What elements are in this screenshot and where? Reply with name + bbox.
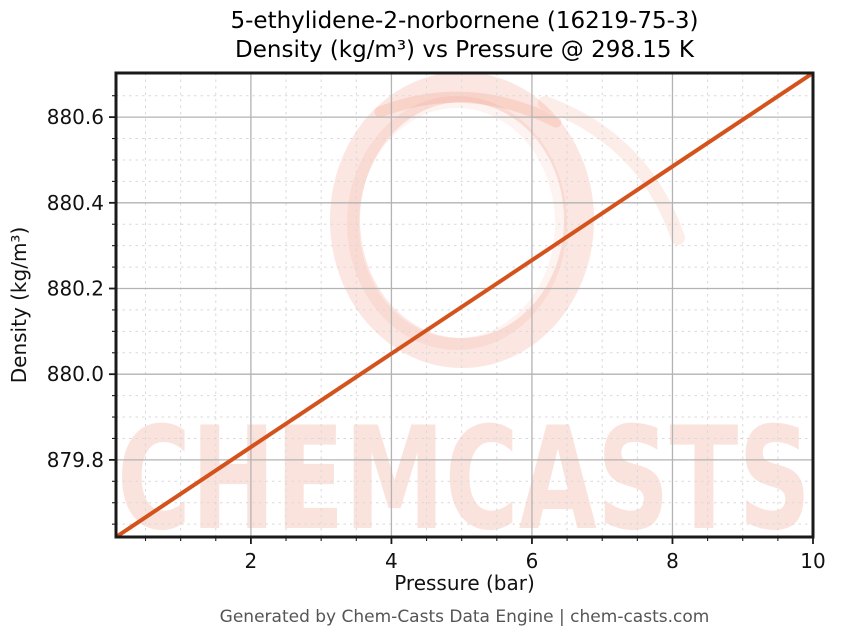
footer-attribution: Generated by Chem-Casts Data Engine | ch…: [219, 607, 710, 627]
axis-ticks: [109, 95, 814, 544]
y-tick-label: 880.4: [47, 191, 104, 215]
x-tick-label: 2: [245, 549, 258, 573]
series-line: [116, 73, 813, 537]
chart-title-line2: Density (kg/m³) vs Pressure @ 298.15 K: [235, 37, 694, 63]
chart-title-line1: 5-ethylidene-2-norbornene (16219-75-3): [230, 8, 699, 34]
x-tick-label: 10: [800, 549, 825, 573]
data-series: [116, 73, 813, 537]
watermark-text: CHEMCASTS: [117, 397, 811, 562]
x-tick-label: 4: [385, 549, 398, 573]
x-axis-label: Pressure (bar): [394, 571, 535, 595]
watermark-tail-icon: [538, 96, 685, 245]
watermark-swoosh-icon: [374, 91, 562, 128]
y-tick-label: 880.6: [47, 105, 104, 129]
watermark: CHEMCASTS: [117, 73, 811, 562]
minor-gridlines: [116, 73, 813, 537]
watermark-ring-texture-icon: [347, 96, 567, 350]
tick-labels: 2 4 6 8 10 879.8 880.0 880.2 880.4 880.6: [47, 105, 826, 573]
axes-spines: [114, 71, 815, 539]
y-tick-label: 880.2: [47, 277, 104, 301]
y-tick-label: 880.0: [47, 362, 104, 386]
y-tick-label: 879.8: [47, 448, 104, 472]
chart-title: 5-ethylidene-2-norbornene (16219-75-3) D…: [116, 7, 813, 65]
y-axis-label: Density (kg/m³): [7, 226, 31, 384]
x-tick-label: 6: [526, 549, 539, 573]
x-tick-label: 8: [666, 549, 679, 573]
